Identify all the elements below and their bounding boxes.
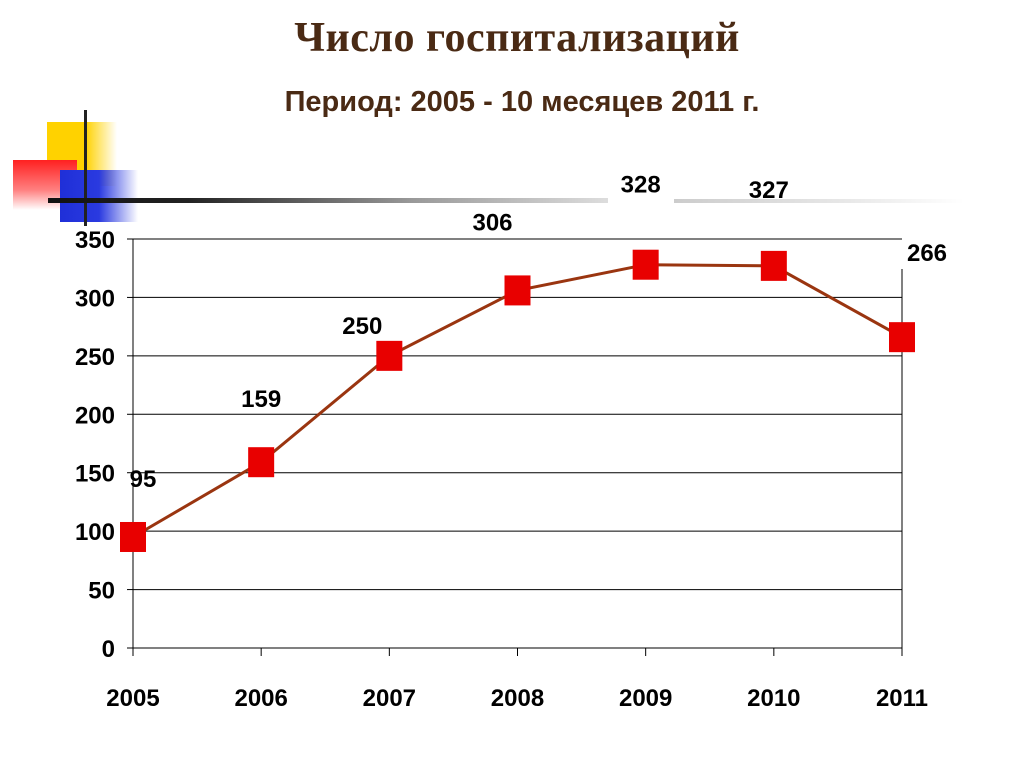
y-tick-label: 150 xyxy=(75,461,115,488)
y-tick-label: 0 xyxy=(102,636,115,663)
data-point-2010 xyxy=(760,250,787,281)
data-label-2006: 159 xyxy=(241,386,281,413)
decor-horizontal-line xyxy=(48,198,608,203)
data-label-2011: 266 xyxy=(907,240,947,267)
x-tick-label: 2010 xyxy=(747,685,800,712)
x-tick-label: 2008 xyxy=(491,685,544,712)
x-tick-label: 2005 xyxy=(106,685,159,712)
data-label-2009: 328 xyxy=(621,172,661,199)
y-tick-label: 100 xyxy=(75,519,115,546)
data-label-2008: 306 xyxy=(472,209,512,236)
data-point-2007 xyxy=(376,340,403,371)
y-tick-label: 200 xyxy=(75,402,115,429)
data-label-2007: 250 xyxy=(342,313,382,340)
page-subtitle: Период: 2005 - 10 месяцев 2011 г. xyxy=(284,86,760,118)
decor-vertical-line xyxy=(84,110,87,226)
x-tick-label: 2007 xyxy=(363,685,416,712)
data-point-2005 xyxy=(120,521,146,552)
data-label-2005: 95 xyxy=(130,466,157,493)
x-tick-label: 2011 xyxy=(876,685,928,712)
y-tick-label: 250 xyxy=(75,344,115,371)
y-tick-label: 300 xyxy=(75,285,115,312)
page-title: Число госпитализаций xyxy=(294,15,740,61)
data-point-2009 xyxy=(632,249,659,280)
x-tick-label: 2006 xyxy=(234,685,287,712)
decor-blue-square xyxy=(60,170,138,222)
data-point-2006 xyxy=(248,447,275,478)
y-tick-label: 50 xyxy=(88,578,115,605)
x-tick-label: 2009 xyxy=(619,685,672,712)
decor-horizontal-line-right xyxy=(674,199,964,203)
data-point-2008 xyxy=(504,275,531,306)
data-point-2011 xyxy=(889,322,915,353)
y-tick-label: 350 xyxy=(75,227,115,254)
data-label-2010: 327 xyxy=(749,177,789,204)
